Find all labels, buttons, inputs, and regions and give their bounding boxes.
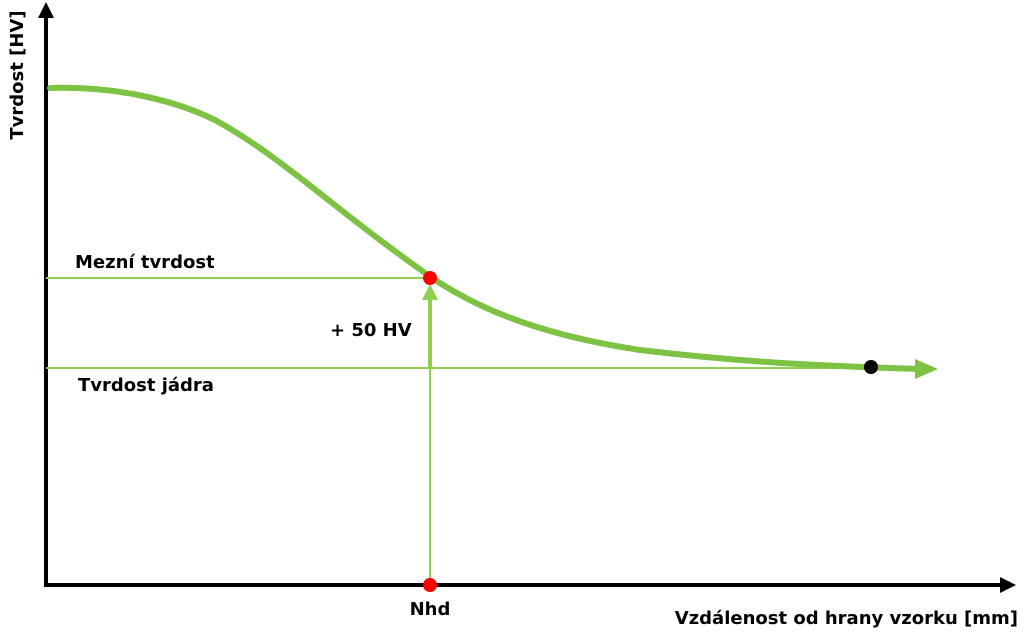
- x-axis-arrow: [1000, 577, 1016, 593]
- depth-point: [423, 578, 437, 592]
- hardness-curve: [47, 84, 923, 372]
- limit-point: [423, 271, 437, 285]
- offset-label: + 50 HV: [330, 320, 412, 341]
- y-axis-arrow: [38, 2, 54, 18]
- y-axis-label: Tvrdost [HV]: [7, 10, 28, 139]
- limit-label: Mezní tvrdost: [75, 252, 215, 273]
- x-axis-label: Vzdálenost od hrany vzorku [mm]: [675, 608, 1018, 629]
- curve-arrow: [915, 359, 938, 379]
- core-point: [864, 360, 878, 374]
- core-label: Tvrdost jádra: [78, 375, 214, 396]
- depth-label: Nhd: [410, 599, 451, 620]
- offset-arrow-head: [422, 284, 438, 300]
